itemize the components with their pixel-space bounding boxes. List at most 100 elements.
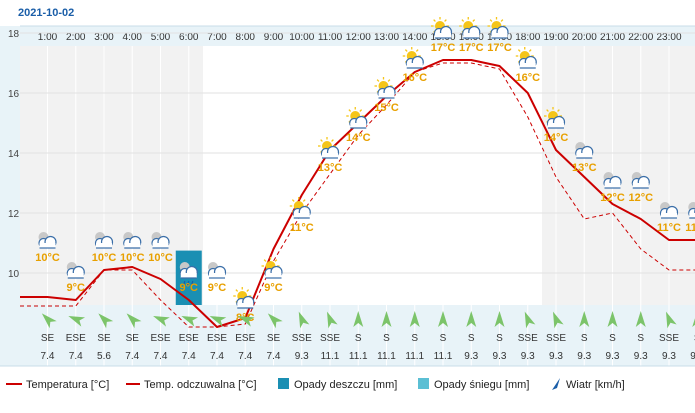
wind-direction: ESE: [66, 333, 86, 344]
wind-direction: SE: [267, 333, 281, 344]
wind-direction: ESE: [150, 333, 170, 344]
wind-direction: ESE: [207, 333, 227, 344]
wind-speed: 9.3: [464, 351, 478, 362]
wind-direction: SE: [41, 333, 55, 344]
legend-rain: Opady deszczu [mm]: [294, 379, 397, 391]
hour-label: 22:00: [628, 32, 653, 43]
hour-label: 7:00: [207, 32, 227, 43]
hour-label: 14:00: [402, 32, 427, 43]
temperature-label: 10°C: [35, 252, 60, 264]
temperature-label: 9°C: [264, 282, 283, 294]
wind-speed: 7.4: [238, 351, 252, 362]
hour-label: 19:00: [543, 32, 568, 43]
wind-speed: 11.1: [405, 351, 424, 362]
temperature-label: 12°C: [600, 192, 625, 204]
temperature-label: 12°C: [628, 192, 653, 204]
night-shade-evening: [542, 46, 695, 305]
chart-date: 2021-10-02: [18, 7, 74, 19]
wind-speed: 9.3: [577, 351, 591, 362]
hour-label: 11:00: [318, 32, 343, 43]
wind-speed: 9.3: [493, 351, 507, 362]
hour-label: 10:00: [289, 32, 314, 43]
temperature-label: 11°C: [290, 222, 314, 234]
temperature-label: 16°C: [402, 72, 427, 84]
wind-speed: 11.1: [321, 351, 340, 362]
legend-temperature: Temperatura [°C]: [26, 379, 109, 391]
wind-speed: 9.3: [662, 351, 676, 362]
temperature-label: 17°C: [459, 42, 484, 54]
temperature-label: 11°C: [657, 222, 681, 234]
wind-speed: 11.1: [377, 351, 396, 362]
y-tick-label: 16: [8, 89, 20, 100]
wind-speed: 7.4: [267, 351, 281, 362]
wind-direction: SE: [97, 333, 111, 344]
hour-label: 23:00: [656, 32, 681, 43]
wind-speed: 7.4: [69, 351, 83, 362]
wind-direction: S: [440, 333, 447, 344]
wind-speed: 7.4: [182, 351, 196, 362]
temperature-label: 13°C: [572, 162, 597, 174]
legend: Temperatura [°C] Temp. odczuwalna [°C] O…: [6, 378, 625, 391]
hour-label: 13:00: [374, 32, 399, 43]
wind-speed: 9.3: [521, 351, 535, 362]
y-tick-label: 18: [8, 29, 20, 40]
wind-direction: ESE: [235, 333, 255, 344]
legend-wind-icon: [552, 378, 560, 390]
wind-direction: ESE: [179, 333, 199, 344]
legend-rain-swatch: [278, 378, 289, 389]
temperature-label: 15°C: [374, 102, 399, 114]
hour-label: 5:00: [151, 32, 171, 43]
y-tick-label: 12: [8, 209, 20, 220]
wind-speed: 11.1: [349, 351, 368, 362]
wind-direction: SSE: [292, 333, 312, 344]
y-tick-label: 14: [8, 149, 20, 160]
wind-speed: 5.6: [97, 351, 111, 362]
cloud-icon: [688, 202, 695, 218]
wind-direction: SSE: [659, 333, 679, 344]
wind-speed: 9.3: [549, 351, 563, 362]
wind-speed: 9.3: [690, 351, 695, 362]
wind-direction: SE: [126, 333, 140, 344]
temperature-label: 16°C: [515, 72, 540, 84]
wind-direction: S: [581, 333, 588, 344]
temperature-label: 17°C: [487, 42, 512, 54]
hour-label: 9:00: [264, 32, 284, 43]
wind-direction: S: [496, 333, 503, 344]
hour-label: 12:00: [346, 32, 371, 43]
legend-snow-swatch: [418, 378, 429, 389]
wind-direction: SSE: [320, 333, 340, 344]
temperature-label: 9°C: [180, 282, 199, 294]
hour-label: 8:00: [236, 32, 256, 43]
wind-speed: 7.4: [210, 351, 224, 362]
wind-speed: 7.4: [154, 351, 168, 362]
wind-direction: S: [637, 333, 644, 344]
hour-label: 21:00: [600, 32, 625, 43]
legend-wind: Wiatr [km/h]: [566, 379, 625, 391]
hour-label: 3:00: [94, 32, 114, 43]
wind-speed: 9.3: [295, 351, 309, 362]
wind-speed: 9.3: [606, 351, 620, 362]
wind-speed: 7.4: [41, 351, 55, 362]
temperature-label: 10°C: [120, 252, 145, 264]
temperature-label: 17°C: [431, 42, 456, 54]
wind-direction: S: [411, 333, 418, 344]
wind-direction: S: [383, 333, 390, 344]
wind-speed: 9.3: [634, 351, 648, 362]
wind-speed: 11.1: [434, 351, 453, 362]
wind-direction: S: [468, 333, 475, 344]
hour-label: 4:00: [123, 32, 143, 43]
y-axis-band: [0, 26, 20, 366]
hour-label: 2:00: [66, 32, 86, 43]
hour-label: 20:00: [572, 32, 597, 43]
legend-snow: Opady śniegu [mm]: [434, 379, 529, 391]
temperature-label: 11°C: [685, 222, 695, 234]
temperature-label: 9°C: [208, 282, 227, 294]
wind-direction: S: [355, 333, 362, 344]
wind-direction: S: [609, 333, 616, 344]
hour-label: 18:00: [515, 32, 540, 43]
wind-direction: SSE: [518, 333, 538, 344]
temperature-label: 10°C: [148, 252, 173, 264]
legend-feels-like: Temp. odczuwalna [°C]: [144, 379, 257, 391]
